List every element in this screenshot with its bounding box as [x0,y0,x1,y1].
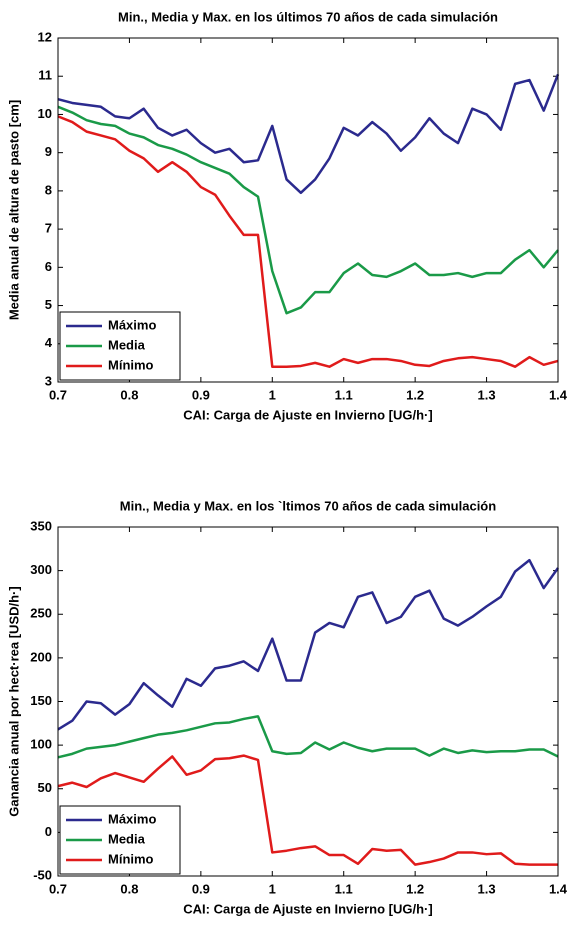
x-tick-label: 0.8 [120,387,138,402]
x-tick-label: 1.2 [406,881,424,896]
legend-label: Máximo [108,317,156,332]
y-tick-label: -50 [33,867,52,882]
x-tick-label: 0.9 [192,881,210,896]
x-tick-label: 1 [269,881,276,896]
y-tick-label: 100 [30,737,52,752]
x-tick-label: 0.7 [49,881,67,896]
legend-label: Media [108,337,146,352]
y-tick-label: 3 [45,373,52,388]
plot-frame [57,37,559,383]
x-tick-label: 1.1 [335,881,353,896]
y-tick-label: 0 [45,824,52,839]
x-tick-label: 1.4 [549,387,568,402]
legend-label: Máximo [108,811,156,826]
chart-title: Min., Media y Max. en los `ltimos 70 año… [120,498,496,513]
x-tick-label: 1 [269,387,276,402]
y-tick-label: 50 [38,780,52,795]
legend-label: Mínimo [108,357,154,372]
y-tick-label: 6 [45,259,52,274]
plot-frame [57,526,559,877]
legend-label: Media [108,831,146,846]
y-tick-label: 7 [45,221,52,236]
y-tick-label: 150 [30,693,52,708]
data-line [57,558,560,731]
y-tick-label: 200 [30,649,52,664]
y-tick-label: 12 [38,29,52,44]
x-tick-label: 1.3 [478,387,496,402]
y-axis-label: Ganancia anual por hect·rea [USD/h·] [6,586,21,816]
x-tick-label: 1.1 [335,387,353,402]
data-line [57,73,560,195]
data-line [57,754,558,866]
y-tick-label: 5 [45,297,52,312]
y-tick-label: 9 [45,144,52,159]
y-axis-label: Media anual de altura de pasto [cm] [6,100,21,320]
data-line [57,715,559,759]
data-line [57,105,559,315]
x-axis-label: CAI: Carga de Ajuste en Invierno [UG/h·] [183,901,432,916]
x-tick-label: 0.8 [120,881,138,896]
x-tick-label: 1.2 [406,387,424,402]
chart-title: Min., Media y Max. en los últimos 70 año… [118,9,498,24]
y-tick-label: 4 [45,335,53,350]
y-tick-label: 11 [38,68,52,83]
y-tick-label: 300 [30,562,52,577]
y-tick-label: 10 [38,106,52,121]
data-line [57,115,559,368]
x-tick-label: 1.3 [478,881,496,896]
y-tick-label: 350 [30,518,52,533]
y-tick-label: 250 [30,606,52,621]
x-tick-label: 1.4 [549,881,568,896]
x-axis-label: CAI: Carga de Ajuste en Invierno [UG/h·] [183,407,432,422]
x-tick-label: 0.7 [49,387,67,402]
x-tick-label: 0.9 [192,387,210,402]
legend-label: Mínimo [108,851,154,866]
y-tick-label: 8 [45,182,52,197]
